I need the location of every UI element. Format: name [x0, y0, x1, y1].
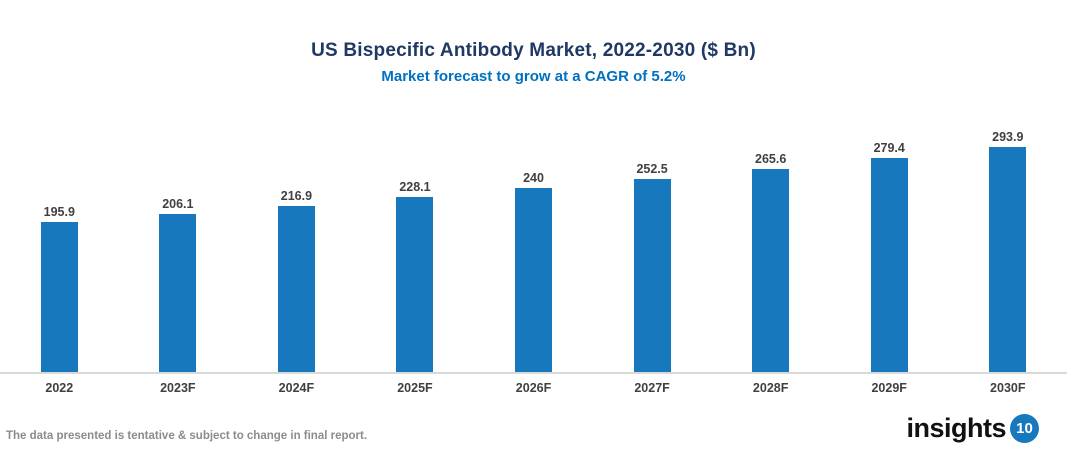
- plot-area: 195.9 206.1 216.9 228.1 240 252.5 265.6 279.4 29…: [0, 110, 1067, 374]
- bar-group: 216.9: [237, 189, 356, 372]
- bar-value-label: 293.9: [992, 130, 1024, 144]
- chart-header: US Bispecific Antibody Market, 2022-2030…: [0, 0, 1067, 85]
- bar-value-label: 228.1: [399, 180, 431, 194]
- insights10-logo: insights 10: [906, 413, 1039, 444]
- bar-value-label: 216.9: [280, 189, 313, 203]
- chart-subtitle: Market forecast to grow at a CAGR of 5.2…: [381, 68, 686, 85]
- bar-group: 195.9: [0, 205, 119, 372]
- bar-value-label: 195.9: [43, 205, 75, 219]
- bar-value-label: 206.1: [162, 197, 194, 211]
- chart-title: US Bispecific Antibody Market, 2022-2030…: [311, 40, 756, 61]
- bar: [277, 206, 315, 372]
- bar-value-label: 279.4: [873, 141, 905, 155]
- bar: [752, 169, 790, 372]
- bar-value-label: 252.5: [636, 162, 668, 176]
- x-axis-label: 2030F: [990, 381, 1026, 395]
- bar: [633, 179, 671, 372]
- x-axis-label: 2029F: [871, 381, 907, 395]
- x-axis-label: 2023F: [160, 381, 196, 395]
- bar-group: 252.5: [593, 162, 712, 372]
- x-axis-label: 2025F: [397, 381, 433, 395]
- bar: [870, 158, 908, 372]
- bar: [515, 188, 553, 372]
- x-axis-label: 2026F: [515, 381, 552, 395]
- bar-group: 279.4: [830, 141, 949, 372]
- bar-group: 228.1: [356, 180, 475, 372]
- bar: [989, 147, 1027, 372]
- x-axis-label: 2027F: [634, 381, 670, 395]
- chart-footer: The data presented is tentative & subjec…: [0, 398, 1067, 454]
- bar-group: 293.9: [949, 130, 1067, 372]
- logo-wordmark: insights: [906, 413, 1006, 443]
- x-axis-label: 2028F: [752, 381, 789, 395]
- bar-group: 265.6: [711, 152, 830, 372]
- bar-value-label: 265.6: [755, 152, 787, 166]
- bar: [396, 197, 434, 372]
- bar: [159, 214, 197, 372]
- disclaimer-text: The data presented is tentative & subjec…: [6, 430, 368, 442]
- bar-chart: 195.9 206.1 216.9 228.1 240 252.5 265.6 279.4 29…: [0, 110, 1067, 395]
- bar-value-label: 240: [523, 171, 544, 185]
- bar-group: 240: [474, 171, 593, 372]
- x-axis-label: 2022: [45, 381, 74, 395]
- logo-badge-circle: 10: [1010, 414, 1039, 443]
- bar: [40, 222, 78, 372]
- x-axis: 2022 2023F 2024F 2025F 2026F 2027F 2028F 2029F 2…: [0, 374, 1067, 395]
- bar-group: 206.1: [119, 197, 238, 372]
- x-axis-label: 2024F: [278, 381, 315, 395]
